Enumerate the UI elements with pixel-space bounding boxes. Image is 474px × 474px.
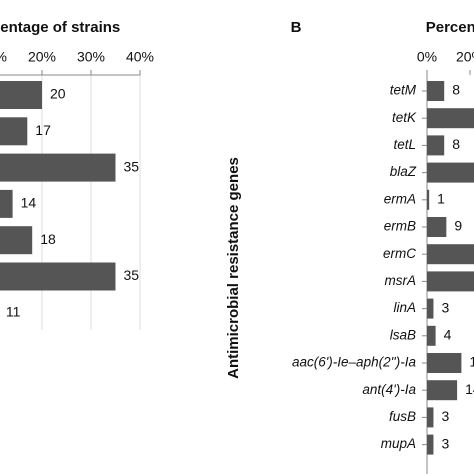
data-label: 20 — [50, 86, 66, 102]
y-tick-label: ermC — [383, 246, 416, 261]
data-label: 3 — [441, 408, 449, 424]
y-tick-label: ermB — [384, 219, 416, 234]
bar — [0, 153, 116, 182]
data-label: 17 — [35, 122, 51, 138]
x-tick-label: 40% — [126, 49, 154, 65]
chart-title: Percentage of strains — [426, 19, 474, 36]
x-tick-label: 30% — [77, 49, 105, 65]
bar — [427, 244, 474, 265]
y-tick-label: aac(6')-Ie–aph(2'')-Ia — [292, 355, 417, 370]
y-tick-label: msrA — [385, 273, 417, 288]
x-tick-label: 0% — [417, 49, 437, 65]
bar — [427, 434, 434, 455]
y-tick-label: ant(4')-Ia — [362, 382, 416, 397]
bar — [427, 108, 474, 129]
bar — [427, 380, 458, 401]
y-tick-label: ermA — [384, 191, 416, 206]
bar — [427, 162, 474, 183]
bar — [427, 298, 434, 319]
bar — [0, 117, 28, 146]
bar — [427, 189, 430, 210]
bar — [0, 81, 42, 109]
bar — [0, 226, 33, 255]
data-label: 1 — [437, 191, 445, 207]
bar — [427, 135, 445, 156]
y-tick-label: tetM — [390, 83, 417, 98]
y-axis-title: Antimicrobial resistance genes — [225, 157, 242, 379]
bar — [0, 189, 13, 218]
data-label: 16 — [469, 354, 474, 370]
data-label: 8 — [452, 136, 460, 152]
data-label: 3 — [441, 435, 449, 451]
y-tick-label: tetL — [393, 137, 416, 152]
panel-label: B — [291, 19, 302, 36]
bar — [427, 81, 445, 101]
data-label: 14 — [465, 381, 474, 397]
data-label: 9 — [454, 218, 462, 234]
y-tick-label: linA — [393, 300, 416, 315]
data-label: 35 — [124, 158, 140, 174]
y-tick-label: lsaB — [390, 327, 416, 342]
data-label: 11 — [6, 304, 21, 320]
chart-title: Percentage of strains — [0, 19, 120, 36]
data-label: 3 — [441, 299, 449, 315]
y-tick-label: mupA — [381, 436, 416, 451]
data-label: 14 — [21, 195, 37, 211]
bar — [427, 407, 434, 428]
data-label: 18 — [40, 231, 56, 247]
x-tick-label: 20% — [28, 49, 56, 65]
data-label: 8 — [452, 82, 460, 98]
y-tick-label: tetK — [392, 110, 417, 125]
bar — [0, 262, 116, 291]
y-tick-label: fusB — [389, 409, 416, 424]
bar — [427, 271, 474, 292]
bar — [427, 353, 462, 373]
x-tick-label: 10% — [0, 49, 7, 65]
data-label: 4 — [444, 327, 452, 343]
bar — [427, 325, 436, 346]
data-label: 35 — [124, 267, 140, 283]
bar — [427, 217, 447, 237]
y-tick-label: blaZ — [390, 164, 417, 179]
x-tick-label: 20% — [456, 49, 474, 65]
